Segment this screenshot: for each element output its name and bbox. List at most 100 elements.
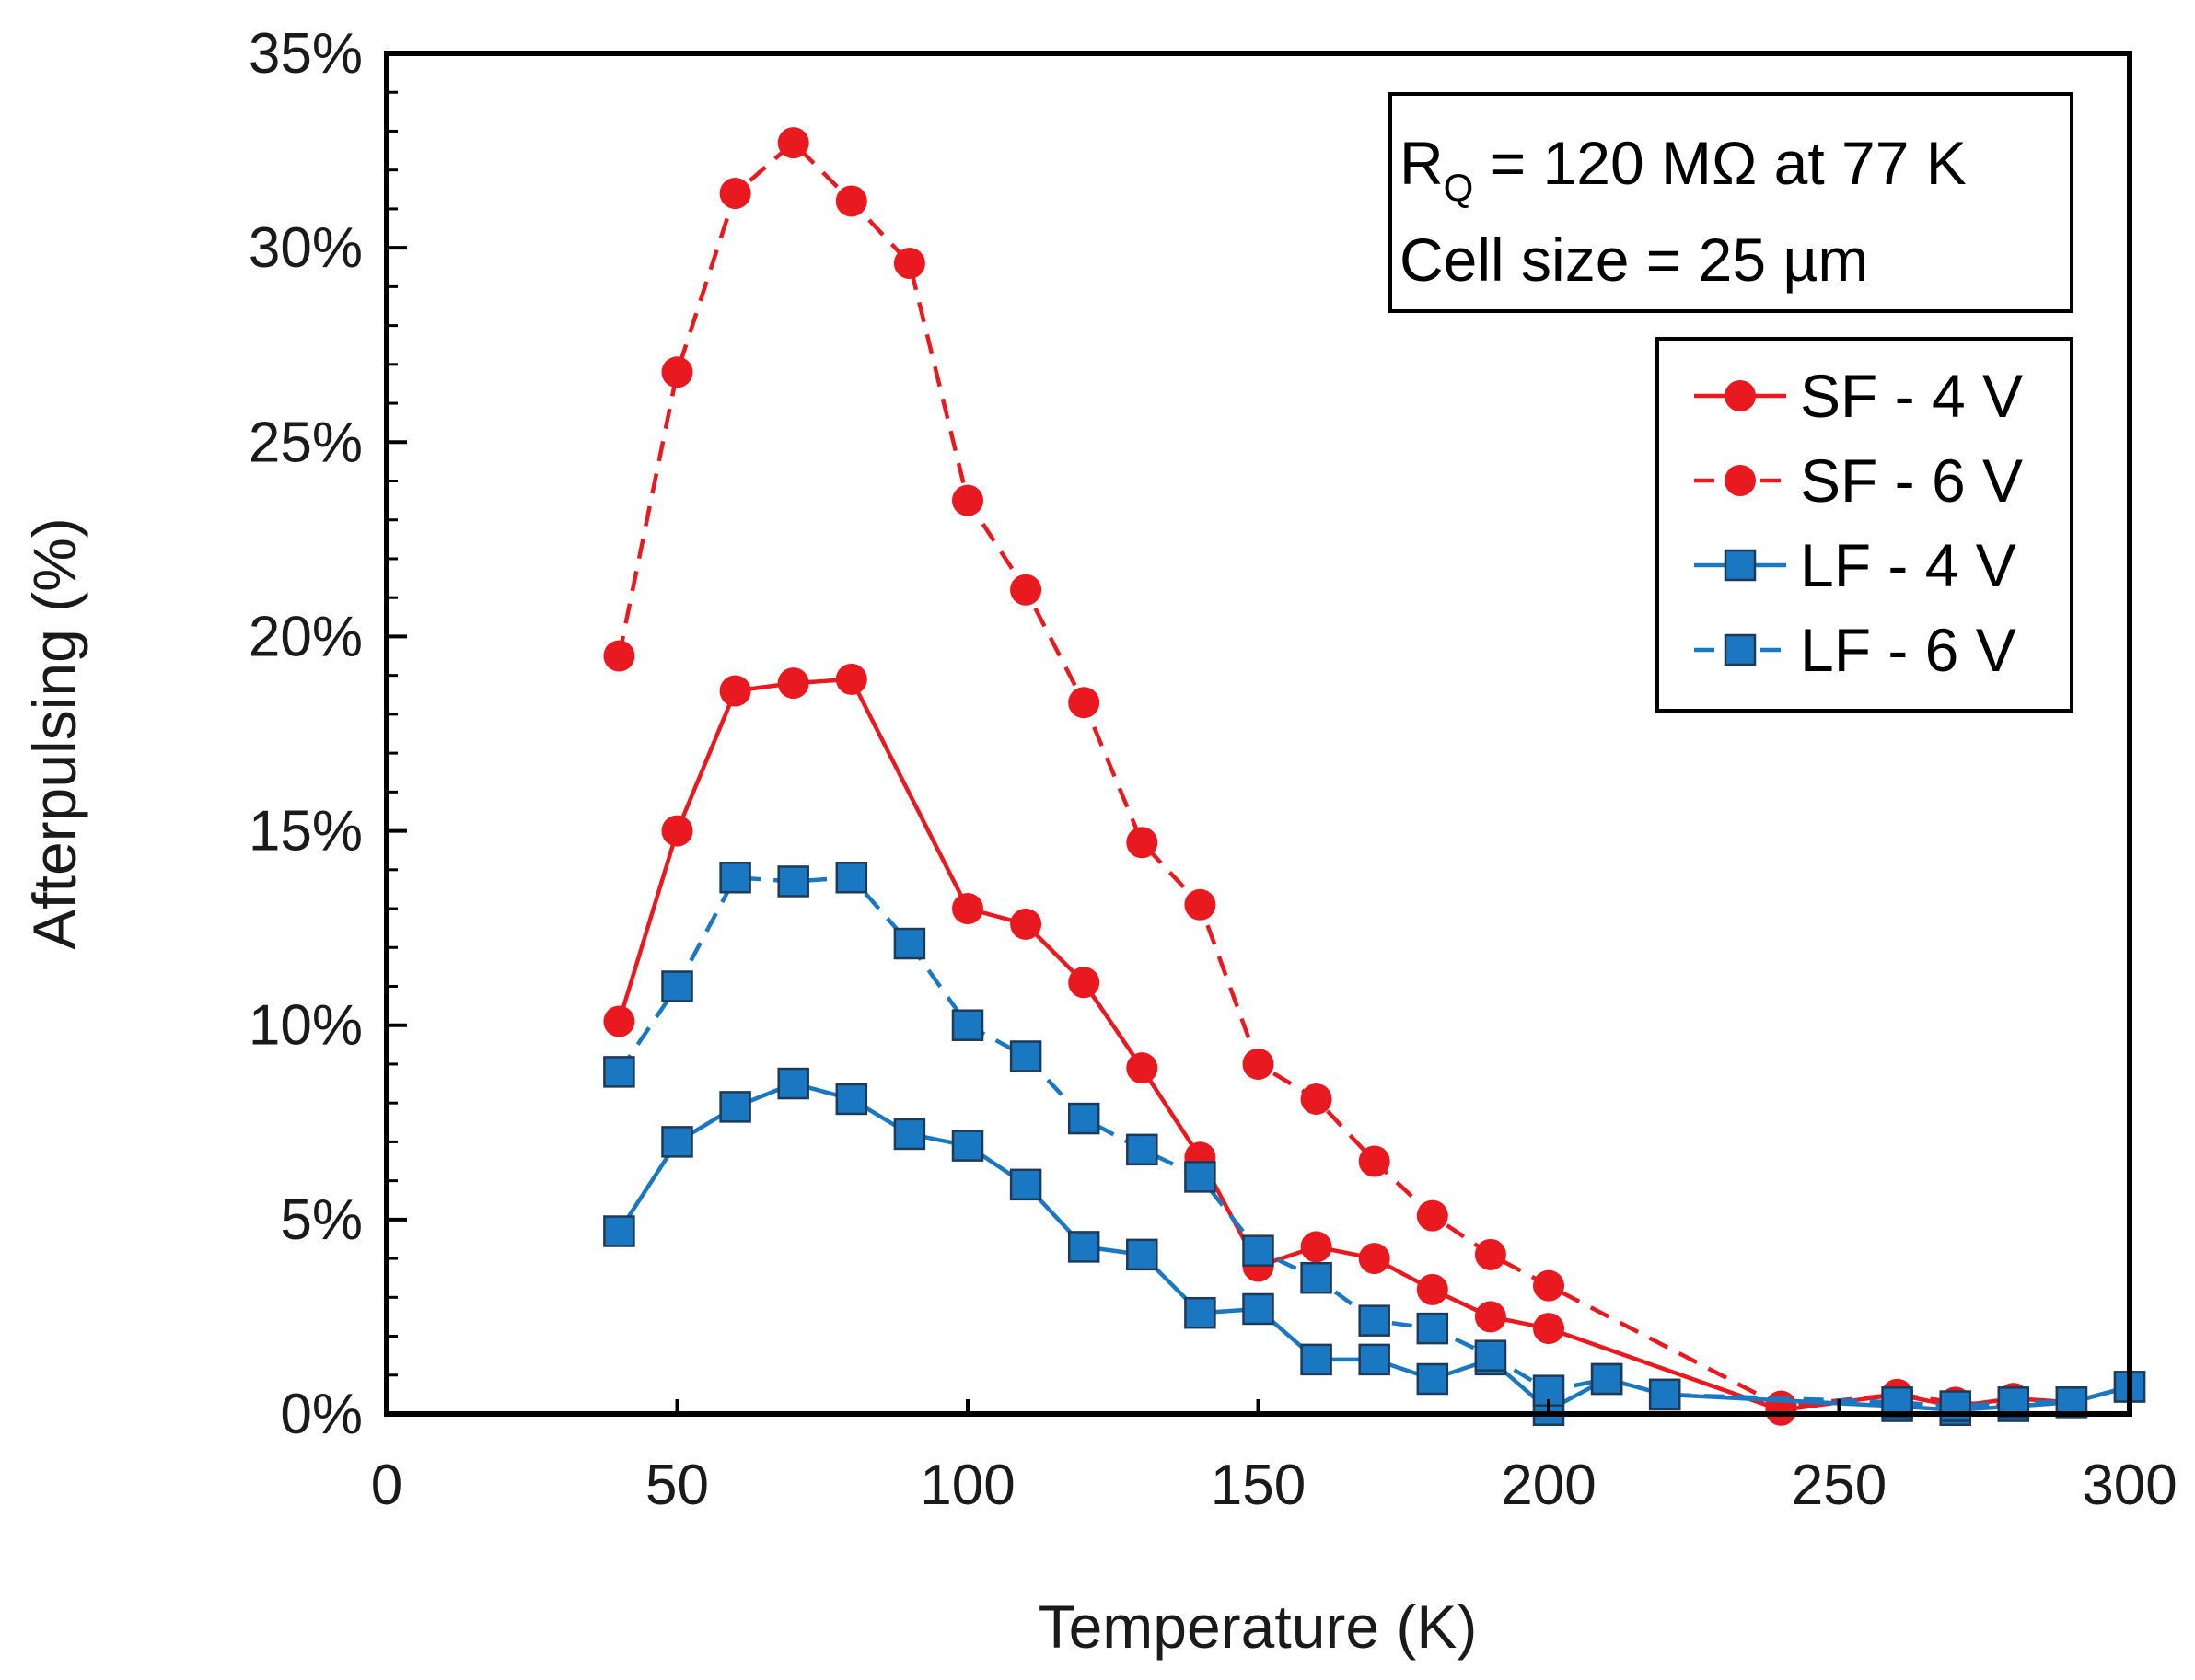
data-point [1300,1231,1332,1263]
data-point [1242,1292,1274,1326]
x-tick-label: 150 [1211,1454,1306,1517]
data-point [1184,888,1216,921]
data-point [1416,1312,1449,1345]
data-point [777,865,809,898]
y-tick-label: 15% [249,800,363,863]
data-point [1533,1313,1564,1345]
y-axis-title: Afterpulsing (%) [20,517,88,950]
y-tick-label: 20% [249,605,363,668]
data-point [1067,1231,1100,1263]
legend-item: LF - 4 V [1694,531,2016,599]
data-point [661,970,693,1002]
data-point [1765,1390,1797,1422]
data-point [835,861,868,894]
x-tick-label: 250 [1792,1454,1887,1517]
data-point [1300,1343,1332,1376]
data-point [661,356,693,388]
data-point [1242,1048,1274,1080]
data-point [1009,1168,1042,1201]
data-point [893,1118,926,1151]
x-tick-label: 100 [920,1454,1015,1517]
legend-marker [1724,549,1757,582]
data-point [952,893,983,925]
annotation-box: RQ = 120 MΩ at 77 K Cell size = 25 µm [1388,92,2073,313]
x-tick-label: 200 [1501,1454,1596,1517]
data-point [1358,1343,1390,1376]
x-tick-label: 50 [645,1454,709,1517]
data-point [777,1067,809,1100]
data-point [1010,574,1042,606]
data-point [1416,1199,1448,1232]
legend-item: SF - 4 V [1694,362,2023,430]
data-point [1533,1269,1564,1302]
legend-label: LF - 6 V [1800,616,2016,684]
data-point [603,1005,635,1037]
axis-layer: 0% 5% 10% 15% 20% 25% 30% 35% 0 50 100 150 200 250 300 [249,22,2178,1517]
data-point [1358,1304,1390,1337]
annotation-frame [1388,92,2073,313]
data-point [835,1083,868,1116]
legend-label: LF - 4 V [1800,531,2016,599]
data-point [951,1009,984,1041]
data-point [1648,1378,1681,1411]
y-tick-label: 35% [249,22,363,86]
data-point [719,861,751,894]
data-point [1474,1301,1506,1333]
data-point [835,663,867,695]
data-point [603,640,635,672]
data-point [1067,1102,1100,1135]
x-axis-title: Temperature (K) [1039,1593,1478,1661]
data-point [603,1056,635,1088]
y-tick-label: 10% [249,994,363,1058]
data-point [719,1091,751,1123]
data-point [835,185,867,217]
legend-marker [1724,633,1757,666]
data-point [1184,1296,1216,1329]
data-point [661,815,693,847]
data-point [1126,827,1158,859]
legend-marker [1725,465,1756,496]
y-tick-label: 30% [249,216,363,280]
data-point [1474,1339,1507,1372]
data-point [1126,1052,1158,1084]
data-point [1474,1238,1506,1270]
data-point [1126,1133,1158,1166]
data-point [777,667,809,700]
annotation-line-1: RQ = 120 MΩ at 77 K [1399,129,1967,209]
x-tick-label: 0 [371,1454,402,1517]
data-point [952,484,983,516]
legend: SF - 4 V SF - 6 V LF - 4 V LF - 6 V [1655,337,2073,713]
data-point [1126,1238,1158,1271]
data-point [1242,1234,1274,1267]
data-point [661,1126,693,1158]
rq-value: = 120 MΩ at 77 K [1473,129,1966,197]
x-tick-label: 300 [2082,1454,2177,1517]
data-point [1358,1145,1390,1177]
y-tick-label: 0% [280,1383,363,1446]
rq-subscript: Q [1444,166,1474,209]
data-point [719,675,751,707]
data-point [777,127,809,159]
data-point [1416,1362,1449,1396]
data-point [1300,1083,1332,1115]
y-tick-label: 5% [280,1188,363,1252]
data-point [1010,908,1042,940]
legend-marker [1725,380,1756,411]
data-point [1590,1362,1623,1396]
data-point [1068,967,1100,999]
data-point [893,248,925,280]
data-point [603,1215,635,1247]
data-point [1068,687,1100,719]
legend-item: LF - 6 V [1694,616,2016,684]
legend-item: SF - 6 V [1694,446,2023,515]
rq-symbol: R [1399,129,1444,197]
legend-label: SF - 6 V [1800,446,2023,515]
data-point [893,927,926,960]
legend-label: SF - 4 V [1800,362,2023,430]
data-point [1358,1243,1390,1275]
series-line [617,677,2131,1413]
data-point [1184,1161,1216,1193]
data-point [1416,1273,1448,1305]
annotation-line-2: Cell size = 25 µm [1399,226,1868,294]
